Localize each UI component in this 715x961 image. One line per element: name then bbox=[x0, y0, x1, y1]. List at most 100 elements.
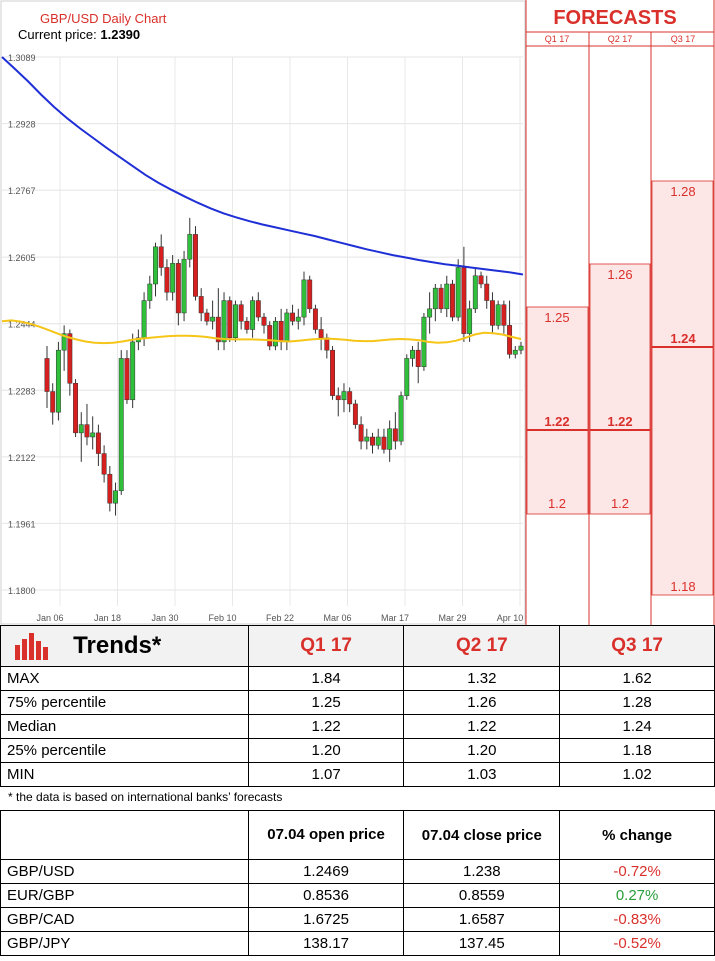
chart-title: GBP/USD Daily Chart bbox=[40, 11, 167, 26]
x-tick-label: Jan 30 bbox=[151, 613, 178, 623]
prices-header-open: 07.04 open price bbox=[247, 810, 405, 860]
trends-q1-header: Q1 17 bbox=[247, 625, 405, 667]
trends-footnote: * the data is based on international ban… bbox=[8, 790, 283, 804]
candle-body bbox=[147, 283, 153, 301]
x-tick-label: Mar 06 bbox=[323, 613, 351, 623]
trends-q2-header: Q2 17 bbox=[403, 625, 561, 667]
candle-body bbox=[73, 383, 79, 434]
chart-grid bbox=[2, 56, 523, 606]
y-tick-label: 1.2283 bbox=[8, 386, 36, 396]
candle-body bbox=[427, 308, 433, 318]
candle-body bbox=[61, 333, 67, 351]
change-negative: -0.83% bbox=[559, 907, 715, 932]
candle-body bbox=[255, 300, 261, 318]
candle-body bbox=[312, 308, 318, 330]
candle-body bbox=[392, 428, 398, 442]
candle-body bbox=[84, 424, 90, 438]
candle-body bbox=[444, 283, 450, 310]
candle-body bbox=[307, 279, 313, 310]
forecast-q2-range bbox=[589, 263, 651, 515]
candle-body bbox=[210, 316, 216, 322]
candle-body bbox=[170, 263, 176, 293]
candle-body bbox=[175, 263, 181, 314]
prices-row: GBP/CAD 1.6725 1.6587 -0.83% bbox=[0, 907, 715, 932]
candle-body bbox=[347, 391, 353, 405]
candle-body bbox=[278, 320, 284, 343]
candle-body bbox=[250, 300, 256, 330]
candle-body bbox=[204, 312, 210, 322]
candle-body bbox=[484, 283, 490, 301]
trends-row: MAX 1.84 1.32 1.62 bbox=[0, 666, 715, 691]
trends-header-cell: Trends* bbox=[0, 625, 249, 667]
y-axis: 1.3089 1.2928 1.2767 1.2605 1.2444 1.2283 1.21… bbox=[8, 53, 36, 596]
candle-body bbox=[335, 395, 341, 401]
candle-body bbox=[90, 432, 96, 438]
prices-header-empty bbox=[0, 810, 249, 860]
candle-body bbox=[233, 304, 238, 339]
trends-title: Trends* bbox=[73, 632, 162, 659]
candle-body bbox=[387, 428, 393, 450]
candle-body bbox=[398, 395, 404, 442]
candle-body bbox=[164, 267, 170, 293]
candle-body bbox=[450, 283, 455, 318]
forecast-q3-range bbox=[651, 180, 714, 596]
candle-body bbox=[261, 316, 267, 326]
prices-table: 07.04 open price 07.04 close price % cha… bbox=[0, 810, 715, 956]
trends-row: MIN 1.07 1.03 1.02 bbox=[0, 762, 715, 787]
candle-body bbox=[50, 391, 56, 413]
candle-body bbox=[101, 453, 107, 475]
x-tick-label: Jan 06 bbox=[36, 613, 63, 623]
candle-body bbox=[381, 436, 387, 450]
y-tick-label: 1.2605 bbox=[8, 253, 36, 263]
candle-body bbox=[432, 287, 438, 310]
candle-body bbox=[455, 267, 461, 318]
candle-body bbox=[495, 304, 501, 326]
current-price-label: Current price: 1.2390 bbox=[18, 27, 140, 42]
candle-body bbox=[44, 358, 50, 392]
candle-body bbox=[193, 234, 198, 297]
candle-body bbox=[352, 403, 358, 425]
candle-body bbox=[478, 275, 484, 285]
candle-body bbox=[295, 316, 301, 322]
candle-body bbox=[95, 432, 101, 454]
candle-body bbox=[158, 246, 164, 268]
candle-body bbox=[118, 358, 124, 492]
x-tick-label: Feb 22 bbox=[266, 613, 294, 623]
candle-body bbox=[290, 312, 296, 322]
trends-q3-header: Q3 17 bbox=[559, 625, 715, 667]
forecast-q1-low: 1.2 bbox=[548, 496, 566, 511]
forecast-q3-median: 1.24 bbox=[670, 331, 696, 346]
y-tick-label: 1.2928 bbox=[8, 120, 36, 130]
forecast-q1-median: 1.22 bbox=[544, 414, 569, 429]
candle-body bbox=[227, 300, 233, 339]
forecast-q2-header: Q2 17 bbox=[608, 34, 633, 44]
price-chart: 1.30891.29281.27671.26051.24441.22831.21… bbox=[0, 0, 715, 625]
candle-body bbox=[78, 424, 84, 434]
ma-slow-line bbox=[1, 56, 524, 276]
x-tick-label: Apr 10 bbox=[497, 613, 524, 623]
forecasts-title: FORECASTS bbox=[553, 7, 676, 29]
prices-header-close: 07.04 close price bbox=[403, 810, 561, 860]
candle-body bbox=[301, 279, 307, 318]
trends-row: 25% percentile 1.20 1.20 1.18 bbox=[0, 738, 715, 763]
candle-body bbox=[113, 490, 118, 504]
candle-body bbox=[153, 246, 158, 285]
prices-row: GBP/USD 1.2469 1.238 -0.72% bbox=[0, 859, 715, 884]
forecast-q1-high: 1.25 bbox=[544, 310, 569, 325]
candle-body bbox=[467, 308, 473, 334]
candle-body bbox=[130, 341, 136, 401]
forecast-panel: FORECASTS Q1 17 Q2 17 Q3 17 1.25 1.22 1.… bbox=[525, 0, 715, 625]
prices-row: EUR/GBP 0.8536 0.8559 0.27% bbox=[0, 883, 715, 908]
candle-body bbox=[124, 358, 130, 401]
candle-body bbox=[215, 316, 221, 343]
forecast-q2-high: 1.26 bbox=[607, 267, 632, 282]
y-tick-label: 1.2767 bbox=[8, 186, 36, 196]
candle-body bbox=[518, 345, 524, 351]
candle-body bbox=[410, 349, 415, 359]
x-tick-label: Feb 10 bbox=[208, 613, 236, 623]
candle-body bbox=[404, 358, 410, 396]
candle-body bbox=[267, 325, 273, 347]
change-negative: -0.72% bbox=[559, 859, 715, 884]
candle-body bbox=[187, 234, 193, 260]
candle-body bbox=[341, 391, 347, 401]
